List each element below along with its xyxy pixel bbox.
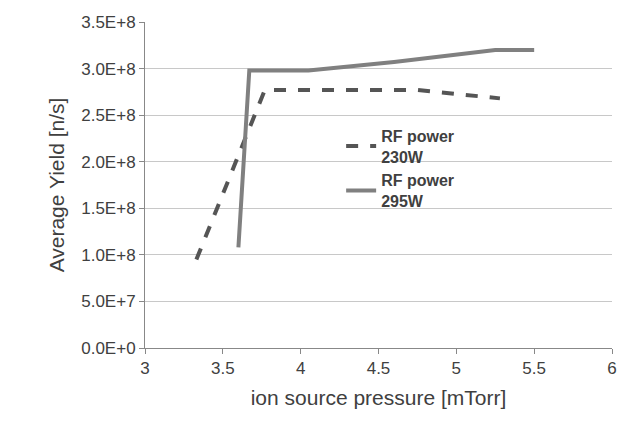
svg-text:2.0E+8: 2.0E+8 [81,153,135,172]
svg-text:3: 3 [140,359,149,378]
svg-text:Average Yield [n/s]: Average Yield [n/s] [45,98,68,273]
svg-text:RF power295W: RF power295W [381,172,454,210]
svg-text:5: 5 [452,359,461,378]
svg-text:3.5E+8: 3.5E+8 [81,13,135,32]
svg-text:3.5: 3.5 [211,359,235,378]
svg-text:5.0E+7: 5.0E+7 [81,292,135,311]
svg-text:3.0E+8: 3.0E+8 [81,60,135,79]
svg-text:5.5: 5.5 [522,359,546,378]
svg-text:1.0E+8: 1.0E+8 [81,246,135,265]
svg-text:6: 6 [607,359,616,378]
svg-text:4.5: 4.5 [367,359,391,378]
svg-text:1.5E+8: 1.5E+8 [81,199,135,218]
svg-text:4: 4 [296,359,305,378]
svg-text:0.0E+0: 0.0E+0 [81,339,135,358]
svg-text:ion source pressure [mTorr]: ion source pressure [mTorr] [251,386,507,409]
svg-text:2.5E+8: 2.5E+8 [81,106,135,125]
svg-text:RF power230W: RF power230W [381,128,454,166]
